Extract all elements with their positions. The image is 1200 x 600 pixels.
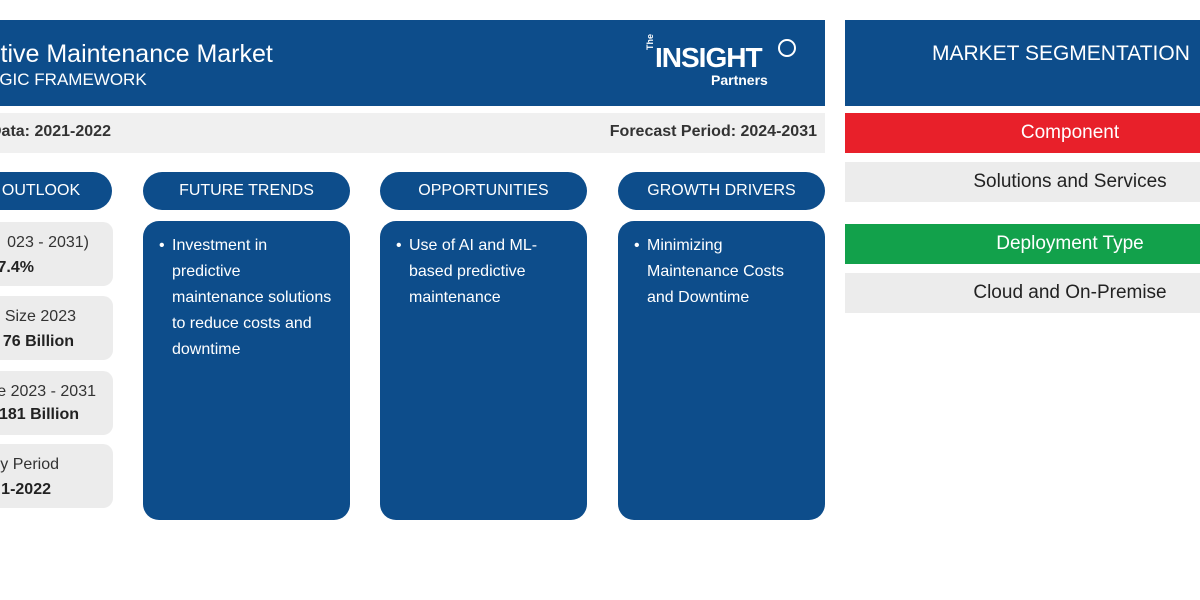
stat-label: e 2023 - 2031 (0, 383, 96, 400)
opportunities-header: OPPORTUNITIES (380, 172, 587, 210)
future-trends-item: Investment in predictive maintenance sol… (159, 233, 332, 363)
growth-drivers-item: Minimizing Maintenance Costs and Downtim… (634, 233, 803, 311)
stat-historical-period: y Period 1-2022 (0, 444, 113, 508)
logo-circle-icon (778, 39, 796, 57)
growth-drivers-card: Minimizing Maintenance Costs and Downtim… (618, 221, 825, 520)
component-bar: Component (845, 113, 1200, 153)
stat-value: 76 Billion (2, 333, 74, 350)
outlook-header: OUTLOOK (0, 172, 112, 210)
report-subtitle: EGIC FRAMEWORK (0, 70, 147, 89)
stat-market-size: Size 2023 76 Billion (0, 296, 113, 360)
segmentation-title: MARKET SEGMENTATION (932, 42, 1190, 65)
report-title: ctive Maintenance Market (0, 40, 273, 68)
stat-value: 7.4% (0, 259, 34, 276)
segmentation-header (845, 20, 1200, 106)
opportunities-item: Use of AI and ML-based predictive mainte… (396, 233, 553, 311)
base-period-text: Data: 2021-2022 (0, 123, 111, 140)
stat-label: Size 2023 (4, 308, 76, 325)
period-bar (0, 113, 825, 153)
stat-label: 023 - 2031) (7, 234, 89, 251)
growth-drivers-header: GROWTH DRIVERS (618, 172, 825, 210)
future-trends-header: FUTURE TRENDS (143, 172, 350, 210)
logo-partners-text: Partners (711, 72, 768, 88)
future-trends-card: Investment in predictive maintenance sol… (143, 221, 350, 520)
component-value-box: Solutions and Services (845, 162, 1200, 202)
stat-value: 1-2022 (1, 481, 51, 498)
header-banner (0, 20, 825, 106)
deployment-label: Deployment Type (996, 233, 1144, 254)
deployment-value: Cloud and On-Premise (973, 282, 1167, 303)
deployment-value-box: Cloud and On-Premise (845, 273, 1200, 313)
component-label: Component (1020, 122, 1120, 143)
stat-market-value: e 2023 - 2031 181 Billion (0, 371, 113, 435)
logo-the-text: The (645, 33, 655, 50)
stat-label: y Period (0, 456, 59, 473)
logo-insight-text: INSIGHT (655, 42, 763, 73)
stat-cagr: 023 - 2031) 7.4% (0, 222, 113, 286)
opportunities-card: Use of AI and ML-based predictive mainte… (380, 221, 587, 520)
stat-value: 181 Billion (0, 406, 79, 423)
component-value: Solutions and Services (973, 171, 1167, 192)
forecast-period-text: Forecast Period: 2024-2031 (609, 123, 817, 140)
deployment-bar: Deployment Type (845, 224, 1200, 264)
